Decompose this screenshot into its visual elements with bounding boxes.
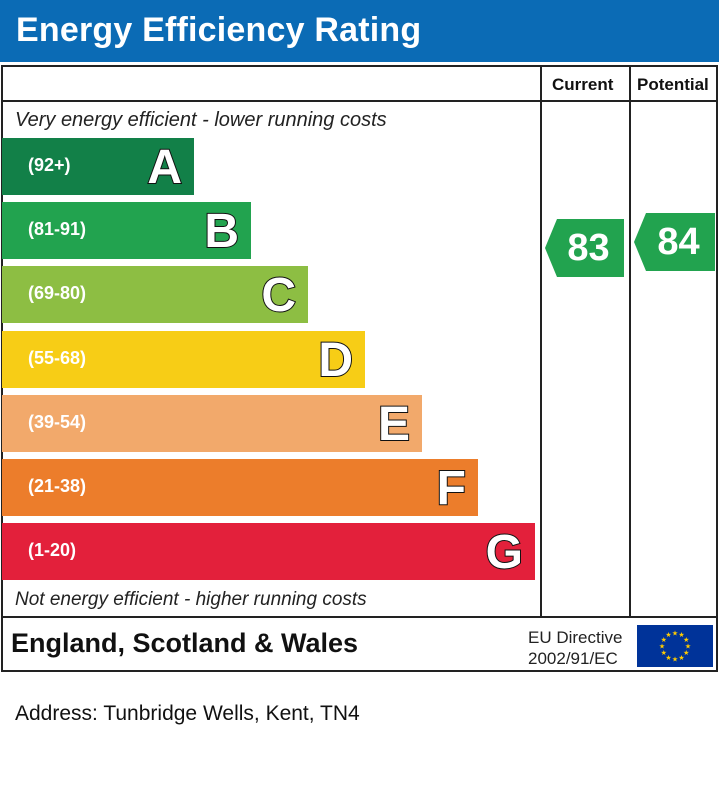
footer-row-divider xyxy=(1,616,718,618)
region-label: England, Scotland & Wales xyxy=(11,628,359,658)
eu-directive: EU Directive 2002/91/EC xyxy=(528,627,622,669)
band-d: (55-68) D xyxy=(2,331,365,388)
eu-directive-line2: 2002/91/EC xyxy=(528,649,618,668)
eu-directive-line1: EU Directive xyxy=(528,628,623,647)
band-range: (92+) xyxy=(28,155,71,175)
band-c: (69-80) C xyxy=(2,266,308,323)
band-f: (21-38) F xyxy=(2,459,478,516)
band-e: (39-54) E xyxy=(2,395,422,452)
page-title: Energy Efficiency Rating xyxy=(16,11,422,49)
eu-star-icon: ★ xyxy=(683,636,689,644)
band-letter: E xyxy=(377,397,411,452)
address-text: Address: Tunbridge Wells, Kent, TN4 xyxy=(15,702,360,725)
column-header-potential: Potential xyxy=(637,75,709,94)
potential-rating-value: 84 xyxy=(657,220,700,263)
note-efficient: Very energy efficient - lower running co… xyxy=(15,109,387,131)
note-inefficient: Not energy efficient - higher running co… xyxy=(15,589,367,610)
eu-flag-icon: ★ ★ ★ ★ ★ ★ ★ ★ ★ ★ ★ ★ xyxy=(637,625,713,667)
potential-rating-arrow: 84 xyxy=(634,213,715,271)
eu-star-icon: ★ xyxy=(672,656,678,664)
eu-star-icon: ★ xyxy=(678,654,684,662)
eu-star-icon: ★ xyxy=(678,631,684,639)
eu-star-icon: ★ xyxy=(683,649,689,657)
eu-star-icon: ★ xyxy=(659,643,665,651)
band-letter: B xyxy=(203,204,240,259)
band-range: (21-38) xyxy=(28,476,87,496)
header-row-divider xyxy=(1,100,718,102)
band-a: (92+) A xyxy=(2,138,194,195)
band-range: (1-20) xyxy=(28,540,77,560)
eu-star-icon: ★ xyxy=(672,630,678,638)
band-letter: D xyxy=(317,333,354,388)
band-g: (1-20) G xyxy=(2,523,535,580)
band-range: (55-68) xyxy=(28,348,87,368)
band-b: (81-91) B xyxy=(2,202,251,259)
band-letter: G xyxy=(485,525,524,580)
band-letter: F xyxy=(436,461,467,516)
current-rating-value: 83 xyxy=(567,226,610,269)
eu-star-icon: ★ xyxy=(661,636,667,644)
band-range: (81-91) xyxy=(28,219,87,239)
column-divider-current xyxy=(540,65,542,618)
band-letter: A xyxy=(146,140,183,195)
band-range: (39-54) xyxy=(28,412,87,432)
header-bar: Energy Efficiency Rating xyxy=(0,0,719,62)
eu-star-icon: ★ xyxy=(665,631,671,639)
band-range: (69-80) xyxy=(28,283,87,303)
eu-star-icon: ★ xyxy=(685,643,691,651)
column-header-current: Current xyxy=(552,75,614,94)
column-divider-potential xyxy=(629,65,631,618)
eu-star-icon: ★ xyxy=(661,649,667,657)
current-rating-arrow: 83 xyxy=(545,219,624,277)
eu-star-icon: ★ xyxy=(665,654,671,662)
band-letter: C xyxy=(260,268,297,323)
